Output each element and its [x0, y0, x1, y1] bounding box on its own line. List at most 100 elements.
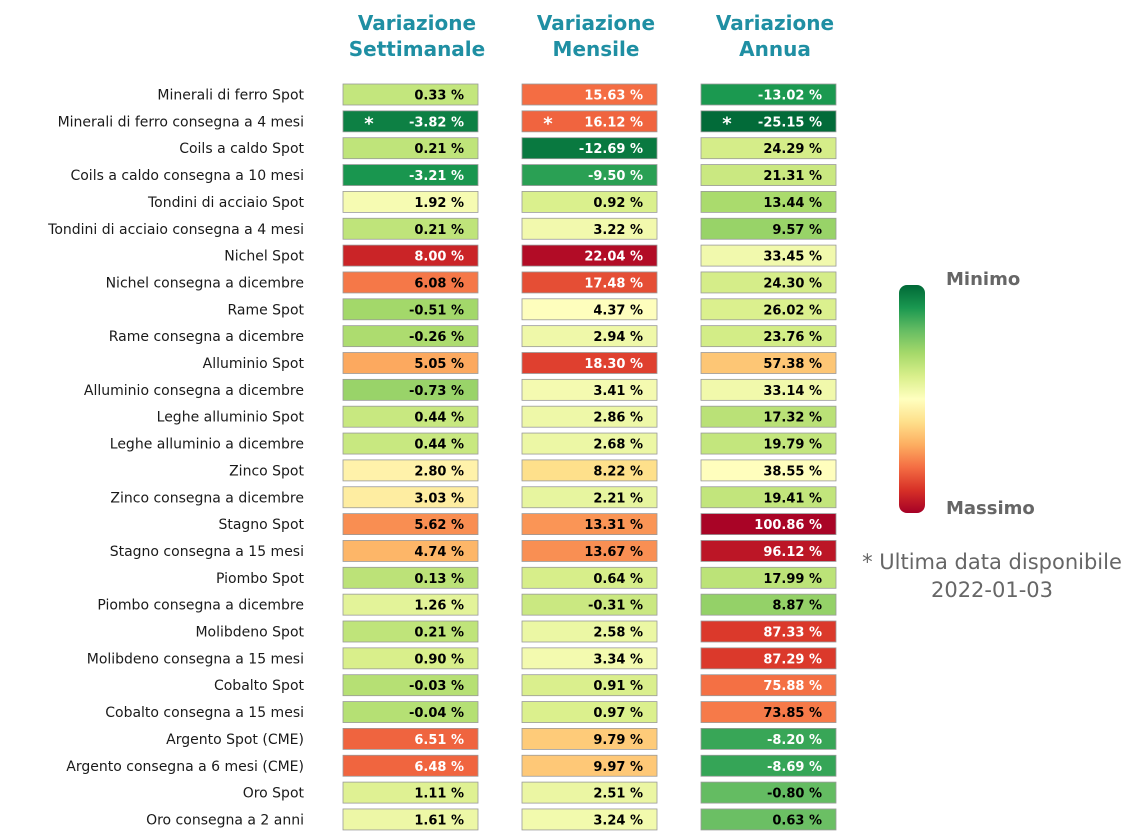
cell-value-label: 33.45 % — [763, 250, 822, 265]
cell-value-label: 6.48 % — [414, 760, 464, 775]
cell-value-label: -0.73 % — [409, 384, 464, 399]
heatmap-cell — [342, 405, 479, 428]
column-title-line1: Variazione — [537, 11, 655, 35]
cell-value-label: 0.21 % — [414, 223, 464, 238]
cell-value-label: 13.31 % — [584, 518, 643, 533]
heatmap-cell — [342, 432, 479, 455]
row-label: Argento Spot (CME) — [166, 732, 304, 748]
row-label: Molibdeno consegna a 15 mesi — [87, 651, 304, 667]
heatmap-cell — [342, 566, 479, 589]
row-label: Nichel consegna a dicembre — [106, 275, 304, 291]
heatmap-cell — [521, 486, 658, 509]
heatmap-cell — [700, 405, 837, 428]
heatmap-cell — [342, 378, 479, 401]
cell-value-label: 0.92 % — [593, 196, 643, 211]
heatmap-cell — [342, 620, 479, 643]
cell-value-label: 23.76 % — [763, 330, 822, 345]
cell-value-label: 3.41 % — [593, 384, 643, 399]
cell-value-label: -0.03 % — [409, 679, 464, 694]
cell-value-label: 6.51 % — [414, 733, 464, 748]
heatmap-cell — [521, 271, 658, 294]
cell-value-label: -8.69 % — [767, 760, 822, 775]
heatmap-cell — [342, 781, 479, 804]
cell-value-label: 0.64 % — [593, 572, 643, 587]
legend-min-label: Minimo — [946, 269, 1020, 290]
cell-value-label: 15.63 % — [584, 89, 643, 104]
row-label: Oro consegna a 2 anni — [146, 812, 304, 828]
cell-value-label: 13.44 % — [763, 196, 822, 211]
heatmap-cell — [521, 781, 658, 804]
cell-value-label: -9.50 % — [588, 169, 643, 184]
row-label: Molibdeno Spot — [195, 625, 304, 641]
cell-value-label: 96.12 % — [763, 545, 822, 560]
heatmap-cell — [342, 593, 479, 616]
heatmap-cell — [521, 593, 658, 616]
note-text: * Ultima data disponibile — [862, 550, 1122, 574]
row-label: Rame consegna a dicembre — [109, 329, 304, 345]
cell-value-label: 19.41 % — [763, 491, 822, 506]
column-title-line1: Variazione — [716, 11, 834, 35]
heatmap-cell — [342, 513, 479, 535]
cell-value-label: 22.04 % — [584, 250, 643, 265]
row-label: Piombo consegna a dicembre — [97, 598, 304, 614]
heatmap-cell — [342, 190, 479, 213]
column-titles: VariazioneSettimanaleVariazioneMensileVa… — [349, 11, 834, 61]
row-label: Alluminio consegna a dicembre — [84, 383, 304, 399]
column-title-line2: Settimanale — [349, 37, 485, 61]
row-label: Piombo Spot — [216, 571, 304, 587]
cell-value-label: 9.57 % — [772, 223, 822, 238]
row-label: Coils a caldo Spot — [179, 141, 304, 157]
cell-value-label: 87.29 % — [763, 652, 822, 667]
cell-value-label: 17.32 % — [763, 411, 822, 426]
heatmap-cell — [700, 701, 837, 723]
cell-value-label: -0.31 % — [588, 599, 643, 614]
last-date-star-marker: * — [722, 113, 732, 134]
heatmap-cell — [521, 190, 658, 213]
heatmap-cell — [700, 647, 837, 670]
row-label: Coils a caldo consegna a 10 mesi — [70, 168, 304, 184]
heatmap-cells: 0.33 % 15.63 % -13.02 % -3.82 % * 16.12 % * -25… — [342, 83, 837, 831]
cell-value-label: 8.22 % — [593, 464, 643, 479]
heatmap-cell — [700, 164, 837, 186]
heatmap-cell — [521, 754, 658, 777]
heatmap-cell — [700, 244, 837, 267]
heatmap-cell — [700, 540, 837, 562]
cell-value-label: 73.85 % — [763, 706, 822, 721]
heatmap-cell — [521, 459, 658, 482]
heatmap-cell — [700, 190, 837, 213]
heatmap-cell — [521, 110, 658, 133]
cell-value-label: 2.86 % — [593, 411, 643, 426]
cell-value-label: 13.67 % — [584, 545, 643, 560]
heatmap-cell — [521, 217, 658, 240]
last-date-star-marker: * — [364, 113, 374, 134]
cell-value-label: 9.79 % — [593, 733, 643, 748]
legend-color-bar — [899, 285, 925, 513]
cell-value-label: 16.12 % — [584, 115, 643, 130]
heatmap-cell — [342, 540, 479, 562]
heatmap-cell — [521, 83, 658, 106]
heatmap-cell — [342, 110, 479, 133]
heatmap-cell — [521, 137, 658, 160]
cell-value-label: -13.02 % — [758, 89, 822, 104]
column-title-line1: Variazione — [358, 11, 476, 35]
heatmap-cell — [700, 620, 837, 643]
column-title-line2: Annua — [739, 37, 811, 61]
heatmap-cell — [521, 647, 658, 670]
cell-value-label: 1.92 % — [414, 196, 464, 211]
row-label: Cobalto Spot — [214, 678, 305, 694]
cell-value-label: 9.97 % — [593, 760, 643, 775]
cell-value-label: 2.68 % — [593, 438, 643, 453]
heatmap-cell — [342, 83, 479, 106]
cell-value-label: -25.15 % — [758, 115, 822, 130]
row-label: Stagno Spot — [218, 517, 304, 533]
heatmap-cell — [700, 513, 837, 535]
cell-value-label: 17.99 % — [763, 572, 822, 587]
heatmap-cell — [342, 352, 479, 374]
row-label: Minerali di ferro Spot — [157, 88, 304, 104]
cell-value-label: -12.69 % — [579, 142, 643, 157]
color-legend: Minimo Massimo — [899, 269, 1035, 519]
heatmap-cell — [342, 271, 479, 294]
heatmap-cell — [700, 728, 837, 750]
cell-value-label: 57.38 % — [763, 357, 822, 372]
cell-value-label: 0.63 % — [772, 813, 822, 828]
